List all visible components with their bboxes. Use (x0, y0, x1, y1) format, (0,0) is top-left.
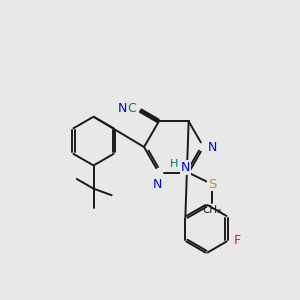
Text: H: H (170, 160, 178, 170)
Text: F: F (234, 235, 241, 248)
Text: CH₃: CH₃ (202, 205, 221, 215)
Text: C: C (127, 102, 136, 115)
Text: N: N (153, 178, 162, 191)
Text: N: N (181, 161, 190, 174)
Text: S: S (208, 178, 216, 190)
Text: N: N (208, 140, 217, 154)
Text: N: N (118, 102, 127, 115)
